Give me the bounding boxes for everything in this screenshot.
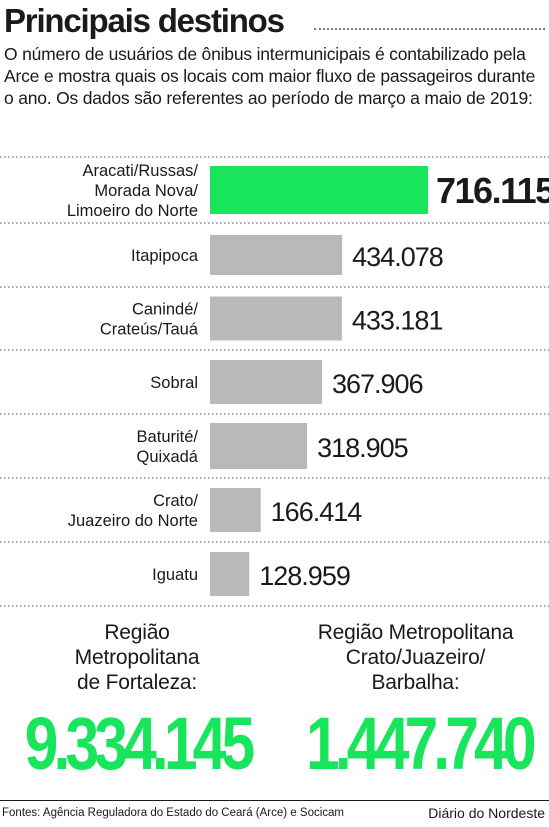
total-fortaleza: Região Metropolitana de Fortaleza: 9.334… [0,620,274,781]
category-label: Aracati/Russas/Morada Nova/Limoeiro do N… [67,162,199,220]
bar-value-label: 318.905 [317,433,408,463]
category-label-line: Quixadá [137,448,199,466]
bar-value-label: 166.414 [271,497,363,527]
category-label: Iguatu [152,566,198,584]
total-crato-label-line: Crato/Juazeiro/ [345,646,486,669]
total-fortaleza-label-line: de Fortaleza: [77,671,197,694]
total-crato-label-line: Barbalha: [371,671,460,694]
total-crato-label: Região Metropolitana Crato/Juazeiro/ Bar… [282,620,549,695]
bar [210,360,322,404]
total-fortaleza-label: Região Metropolitana de Fortaleza: [0,620,274,695]
category-label-line: Crateús/Tauá [100,321,199,339]
category-label: Itapipoca [131,247,199,265]
bar-value-label: 367.906 [332,369,423,399]
category-label: Canindé/Crateús/Tauá [100,301,199,339]
category-label: Crato/Juazeiro do Norte [68,492,199,530]
bar [210,235,343,275]
bar [210,423,308,469]
category-label-line: Itapipoca [131,247,199,265]
bar-value-label: 433.181 [352,306,443,336]
source-note: Fontes: Agência Reguladora do Estado do … [2,807,344,819]
category-label: Baturité/Quixadá [137,428,199,466]
category-label-line: Limoeiro do Norte [67,202,198,220]
category-label-line: Sobral [150,374,198,392]
total-crato: Região Metropolitana Crato/Juazeiro/ Bar… [282,620,549,781]
category-label-line: Iguatu [152,566,198,584]
publisher-brand: Diário do Nordeste [428,805,545,821]
title-divider [314,28,545,30]
total-fortaleza-label-line: Metropolitana [74,646,200,669]
bar [210,552,250,596]
category-label-line: Canindé/ [132,301,198,319]
bar-value-label: 128.959 [259,561,350,591]
bar-highlight [210,166,428,214]
category-label-line: Juazeiro do Norte [68,512,198,530]
bar-value-label: 716.115 [436,170,549,211]
total-fortaleza-label-line: Região [104,621,170,644]
totals-section: Região Metropolitana de Fortaleza: 9.334… [0,620,549,790]
bar [210,296,342,341]
category-label-line: Baturité/ [137,428,199,446]
total-fortaleza-value: 9.334.145 [24,702,256,785]
category-label: Sobral [150,374,198,392]
total-crato-label-line: Região Metropolitana [317,621,514,644]
total-crato-value: 1.447.740 [306,702,537,785]
category-label-line: Morada Nova/ [94,182,198,200]
chart-subtitle: O número de usuários de ônibus intermuni… [4,44,536,108]
bar [210,488,261,532]
bar-value-label: 434.078 [352,242,443,272]
bar-chart: 716.115 Aracati/Russas/Morada Nova/Limoei… [0,156,549,607]
footer-divider [0,800,549,801]
category-label-line: Aracati/Russas/ [82,162,198,180]
chart-title: Principais destinos [4,2,285,39]
category-label-line: Crato/ [153,492,198,510]
